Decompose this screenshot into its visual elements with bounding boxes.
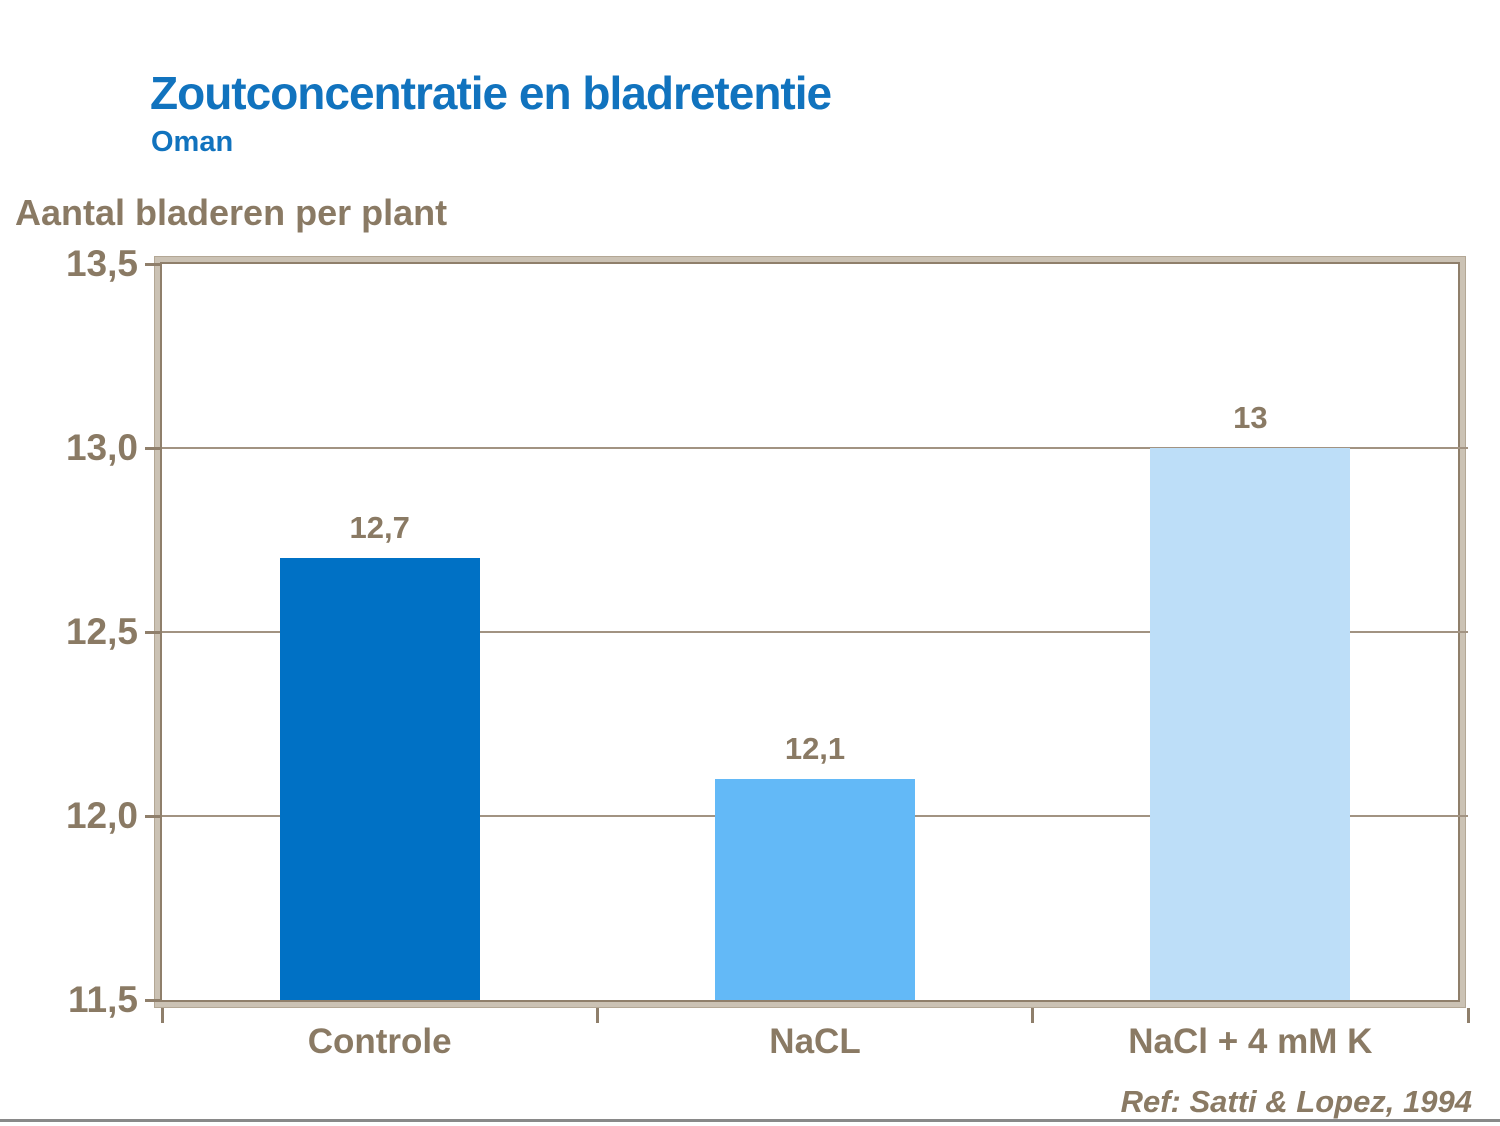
y-axis-tick <box>145 814 162 818</box>
bar-nacl-4-mm-k <box>1150 448 1351 1000</box>
y-axis-tick <box>145 262 162 266</box>
x-axis-tick <box>1466 1008 1470 1023</box>
category-label: Controle <box>307 1022 452 1061</box>
y-axis-tick-label: 12,0 <box>65 795 138 836</box>
category-label: NaCL <box>769 1022 861 1061</box>
category-label: NaCl + 4 mM K <box>1128 1022 1373 1061</box>
chart-subtitle: Oman <box>151 126 234 158</box>
bar-value-label: 13 <box>1233 400 1268 435</box>
reference-note: Ref: Satti & Lopez, 1994 <box>1120 1084 1472 1119</box>
x-axis-tick <box>595 1008 599 1023</box>
bar-value-label: 12,7 <box>349 510 410 546</box>
x-axis-tick <box>160 1008 164 1023</box>
bar-nacl <box>715 779 915 1000</box>
y-axis-tick-label: 13,5 <box>65 243 138 284</box>
bar-value-label: 12,1 <box>784 731 846 767</box>
chart-title: Zoutconcentratie en bladretentie <box>150 67 832 119</box>
y-axis-title: Aantal bladeren per plant <box>15 192 448 233</box>
x-axis-tick <box>1031 1008 1035 1023</box>
bar-controle <box>279 558 480 1000</box>
y-axis-tick-label: 11,5 <box>68 979 138 1020</box>
footer-rule <box>0 1119 1500 1122</box>
y-axis-tick-label: 12,5 <box>65 611 138 652</box>
gridline <box>162 447 1468 449</box>
gridline <box>162 631 1468 633</box>
y-axis-tick <box>145 630 162 634</box>
y-axis-tick <box>145 998 162 1002</box>
y-axis-tick-label: 13,0 <box>65 427 138 468</box>
y-axis-tick <box>145 446 162 450</box>
